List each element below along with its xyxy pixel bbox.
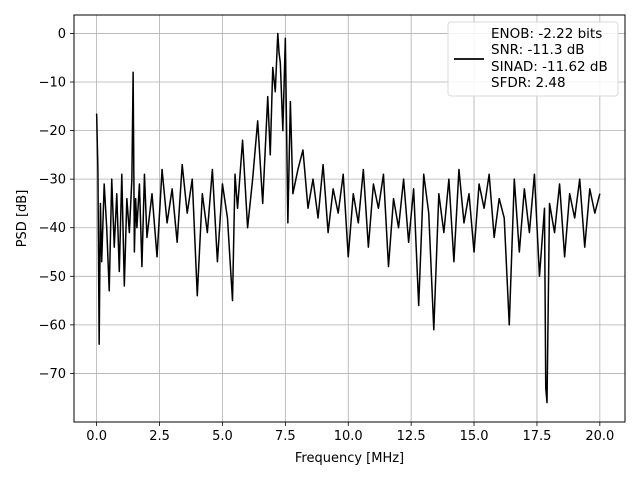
legend-enob: ENOB: -2.22 bits xyxy=(491,26,602,42)
y-tick-label: 0 xyxy=(58,27,66,42)
x-tick-label: 0.0 xyxy=(86,429,107,444)
x-tick-label: 20.0 xyxy=(585,429,614,444)
y-axis: 0 −10 −20 −30 −40 −50 −60 −70 xyxy=(39,27,74,382)
x-tick-label: 12.5 xyxy=(397,429,426,444)
y-axis-label: PSD [dB] xyxy=(15,190,30,248)
y-tick-label: −60 xyxy=(39,318,66,333)
plot-frame xyxy=(73,14,626,423)
x-axis-label: Frequency [MHz] xyxy=(295,451,404,466)
y-tick-label: −70 xyxy=(39,367,66,382)
y-tick-label: −40 xyxy=(39,221,66,236)
legend-box xyxy=(447,21,619,97)
x-tick-label: 15.0 xyxy=(460,429,489,444)
x-axis: 0.0 2.5 5.0 7.5 10.0 12.5 15.0 17.5 20.0 xyxy=(86,422,614,444)
legend-sfdr: SFDR: 2.48 xyxy=(491,75,566,91)
legend-sinad: SINAD: -11.62 dB xyxy=(491,59,608,75)
legend-snr: SNR: -11.3 dB xyxy=(491,42,585,58)
x-tick-label: 17.5 xyxy=(522,429,551,444)
y-tick-label: −20 xyxy=(39,124,66,139)
x-tick-label: 2.5 xyxy=(149,429,170,444)
x-tick-label: 7.5 xyxy=(275,429,296,444)
y-tick-label: −50 xyxy=(39,270,66,285)
y-tick-label: −10 xyxy=(39,76,66,91)
x-tick-label: 10.0 xyxy=(334,429,363,444)
x-tick-label: 5.0 xyxy=(212,429,233,444)
legend: ENOB: -2.22 bits SNR: -11.3 dB SINAD: -1… xyxy=(447,21,619,97)
y-tick-label: −30 xyxy=(39,173,66,188)
psd-series-line xyxy=(95,32,601,404)
series-group xyxy=(95,32,601,404)
